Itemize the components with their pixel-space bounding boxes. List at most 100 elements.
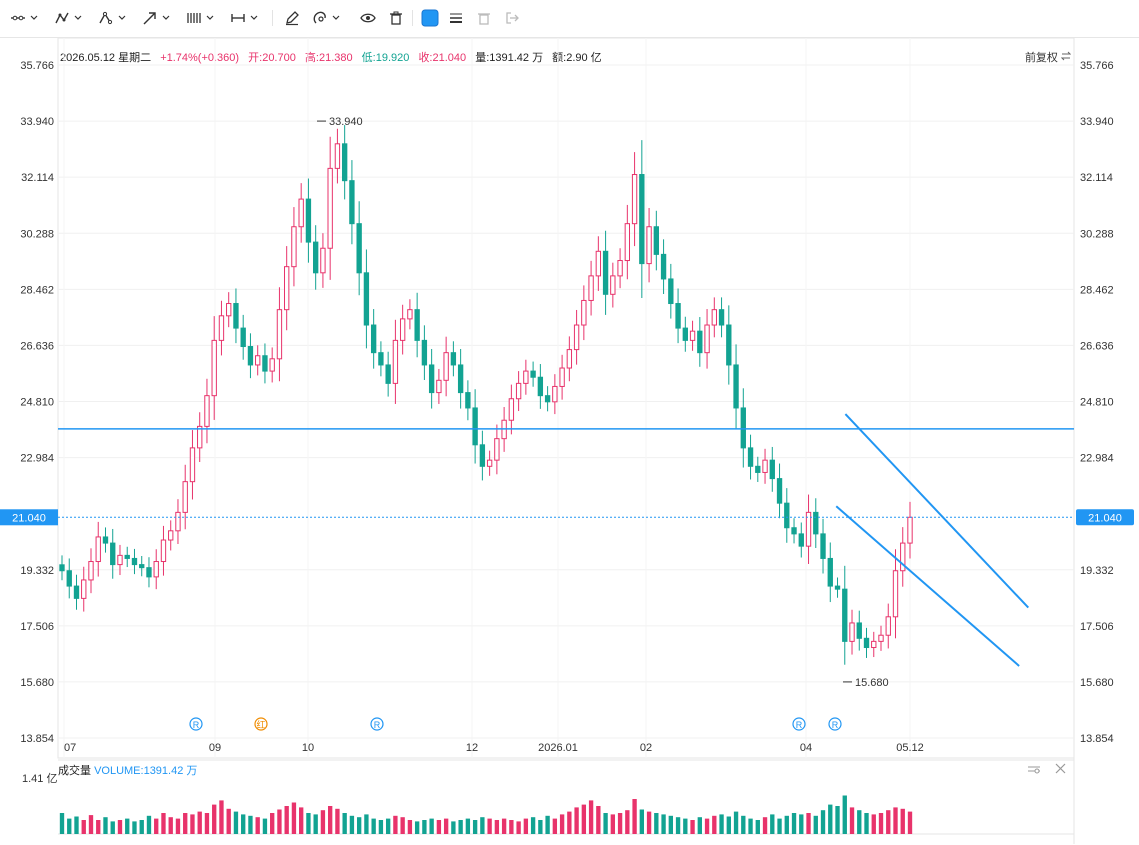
volume-value: VOLUME:1391.42 万 — [94, 765, 198, 777]
candle-body — [588, 275, 594, 301]
volume-bar — [183, 813, 188, 834]
y-tick-label-left: 22.984 — [20, 453, 54, 465]
candle-body — [313, 241, 319, 274]
channel-upper-line — [844, 413, 1030, 609]
volume-header: 成交量 VOLUME:1391.42 万 — [58, 762, 197, 778]
magnet-icon[interactable] — [312, 8, 340, 28]
volume-bar — [617, 813, 623, 834]
volume-bar — [212, 804, 217, 834]
y-tick-label-left: 33.940 — [20, 116, 54, 128]
candle-body — [117, 554, 123, 566]
volume-bar — [864, 813, 869, 834]
event-marker-icon — [792, 717, 806, 731]
volume-bar — [857, 810, 862, 834]
color-swatch[interactable] — [421, 8, 439, 28]
y-tick-label-left: 28.462 — [20, 284, 54, 296]
candle-body — [341, 143, 348, 182]
candle-body — [204, 395, 210, 427]
volume-close-icon[interactable] — [1055, 763, 1066, 774]
volume-bar — [828, 804, 833, 834]
candle-body — [740, 407, 746, 449]
volume-bar — [132, 821, 137, 834]
candle-body — [334, 143, 341, 169]
volume-bar — [893, 807, 898, 834]
trash-icon[interactable] — [388, 8, 404, 28]
eye-icon[interactable] — [360, 8, 376, 28]
volume-settings-icon[interactable] — [1028, 766, 1040, 774]
volume-bar — [596, 806, 601, 834]
candle-body — [523, 370, 529, 384]
candle-body — [718, 309, 725, 326]
volume-bar — [849, 807, 855, 834]
volume-bar — [103, 817, 108, 834]
volume-bar — [784, 815, 789, 834]
volume-bar — [530, 817, 536, 834]
pen-icon[interactable] — [284, 8, 300, 28]
candle-body — [197, 425, 203, 449]
volume-bar — [712, 815, 717, 834]
y-tick-label-right: 17.506 — [1080, 621, 1114, 633]
quote-close: 收:21.040 — [418, 52, 467, 64]
candle-body — [457, 364, 464, 394]
polyline-tool-icon[interactable] — [98, 8, 126, 28]
candle-body — [668, 278, 674, 305]
y-tick-label-right: 22.984 — [1080, 453, 1114, 465]
volume-bar — [356, 817, 362, 834]
adjust-button[interactable]: 前复权 — [1025, 49, 1072, 65]
range-tool-icon[interactable] — [230, 8, 258, 28]
candle-body — [392, 339, 399, 384]
quote-open: 开:20.700 — [248, 52, 296, 64]
volume-bar — [154, 818, 159, 834]
x-tick-label: 09 — [209, 742, 221, 754]
volume-bar — [81, 820, 86, 834]
candle-body — [153, 561, 159, 578]
candle-body — [784, 502, 790, 529]
volume-bar — [291, 802, 297, 834]
quote-header: 2026.05.12 星期二 +1.74%(+0.360) 开:20.700 高… — [60, 49, 608, 65]
volume-bar — [299, 807, 304, 834]
volume-bar — [574, 807, 579, 834]
y-tick-label-right: 28.462 — [1080, 284, 1114, 296]
y-tick-label-right: 24.810 — [1080, 397, 1114, 409]
volume-bar — [538, 820, 543, 834]
volume-bar — [277, 809, 282, 834]
candle-body — [544, 395, 551, 403]
candle-body — [566, 349, 573, 369]
volume-bar — [646, 811, 652, 834]
y-tick-label-right: 32.114 — [1080, 172, 1113, 184]
fib-tool-icon[interactable] — [186, 8, 214, 28]
candle-body — [892, 570, 899, 618]
volume-bar — [233, 811, 239, 834]
candle-body — [110, 542, 116, 566]
volume-scale-label: 1.41 亿 — [22, 772, 57, 785]
event-marker-icon — [370, 717, 384, 731]
arrow-tool-icon[interactable] — [142, 8, 170, 28]
volume-bar — [719, 814, 724, 834]
y-tick-label-right: 19.332 — [1080, 565, 1114, 577]
candle-body — [399, 318, 406, 341]
volume-bar — [67, 818, 72, 834]
main-plot-frame — [57, 38, 1075, 759]
candle-body — [573, 324, 580, 351]
current-price-tag-right — [1076, 509, 1134, 526]
volume-bar — [806, 813, 811, 834]
volume-bar — [552, 818, 558, 834]
y-tick-label-left: 32.114 — [21, 172, 54, 184]
candle-body — [472, 407, 478, 446]
candle-body — [124, 554, 130, 559]
x-tick-label: 04 — [800, 742, 812, 754]
candle-body — [624, 223, 631, 262]
volume-bar — [349, 815, 355, 834]
line-tool-icon[interactable] — [10, 8, 38, 28]
chevron-down-icon — [250, 15, 258, 20]
candle-body — [682, 327, 688, 341]
candle-body — [863, 637, 870, 649]
volume-bar — [900, 808, 905, 834]
candlestick-chart[interactable]: 35.766 35.766 33.940 33.940 32.114 32.114 30.2… — [0, 38, 1139, 845]
volume-bar — [88, 815, 94, 834]
multi-line-tool-icon[interactable] — [54, 8, 82, 28]
volume-bar — [117, 820, 123, 834]
volume-bar — [429, 818, 434, 834]
line-style-icon[interactable] — [448, 8, 464, 28]
volume-bar — [704, 818, 710, 834]
